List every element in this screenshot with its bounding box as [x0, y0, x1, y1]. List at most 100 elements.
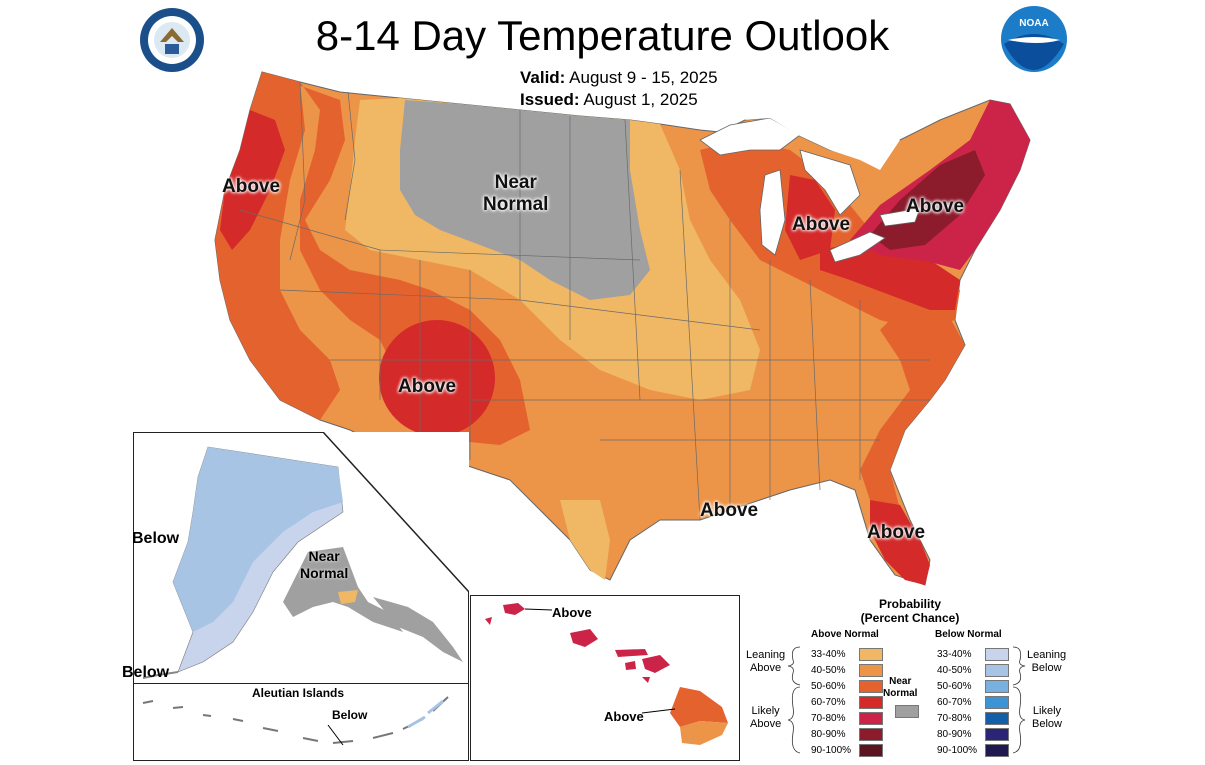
legend-likely-below-line1: Likely: [1032, 705, 1062, 717]
aleutian-title: Aleutian Islands: [252, 686, 345, 700]
lake-huron: [799, 149, 861, 216]
legend-below-bin-label: 90-100%: [937, 744, 978, 756]
legend-bracket-above: [787, 646, 801, 754]
legend-above-bin-row: 33-40%: [811, 646, 883, 662]
label-near-normal-line2: Normal: [483, 194, 549, 215]
legend-above-bin-label: 80-90%: [811, 728, 846, 740]
legend-below-bin-label: 80-90%: [937, 728, 972, 740]
legend-title-line2: (Percent Chance): [860, 611, 960, 625]
noaa-logo-icon: NOAA: [1001, 6, 1067, 72]
legend-above-bin-label: 70-80%: [811, 712, 846, 724]
legend-likely-above-line2: Above: [750, 718, 782, 730]
legend-above-bin-swatch: [859, 663, 883, 677]
legend-below-bin-swatch: [985, 663, 1009, 677]
legend-above-bin-row: 50-60%: [811, 678, 883, 694]
legend-below-bin-row: 40-50%: [937, 662, 1009, 678]
legend-above-bin-row: 80-90%: [811, 726, 883, 742]
valid-label: Valid:: [520, 68, 566, 87]
legend-likely-above-line1: Likely: [751, 705, 780, 717]
aleutian-label-below: Below: [332, 708, 368, 722]
northeast-80-90-region: [870, 150, 985, 250]
valid-value: August 9 - 15, 2025: [569, 68, 718, 87]
legend-below-bin-row: 60-70%: [937, 694, 1009, 710]
oahu: [570, 629, 598, 647]
texas-south-33-40-region: [560, 500, 610, 580]
hawaii-label-above-north: Above: [552, 605, 592, 620]
florida-60-70-region: [870, 500, 930, 585]
legend-below-bin-row: 50-60%: [937, 678, 1009, 694]
legend-below-bin-row: 33-40%: [937, 646, 1009, 662]
alaska-near-line2: Normal: [300, 565, 349, 581]
legend-below-bin-swatch: [985, 679, 1009, 693]
lake-erie: [829, 231, 886, 263]
legend-near-normal: Near Normal: [883, 676, 917, 700]
lake-ontario: [879, 207, 921, 227]
page-title: 8-14 Day Temperature Outlook: [315, 12, 890, 59]
legend-below-bin-swatch: [985, 727, 1009, 741]
kauai: [503, 603, 525, 615]
alaska-panhandle-region: [373, 597, 463, 662]
legend-above-bin-swatch: [859, 743, 883, 757]
issued-value: August 1, 2025: [583, 90, 698, 109]
legend-above-bin-label: 60-70%: [811, 696, 846, 708]
legend-above-bin-row: 70-80%: [811, 710, 883, 726]
legend-leaning-below: Leaning Below: [1027, 649, 1066, 675]
southwest-60-70-region: [379, 320, 495, 436]
maui: [642, 655, 670, 673]
label-above-southwest: Above: [398, 376, 457, 397]
big-island-50-60: [670, 687, 728, 727]
northeast-60-70-region: [820, 240, 960, 310]
legend-above-header: Above Normal: [811, 629, 879, 640]
lake-superior: [699, 117, 801, 156]
aleutian-map: [142, 696, 449, 746]
issued-row: Issued: August 1, 2025: [520, 90, 698, 110]
legend-above-bin-swatch: [859, 727, 883, 741]
legend-above-bin-row: 60-70%: [811, 694, 883, 710]
big-island-40-50: [680, 721, 728, 745]
legend-below-bin-swatch: [985, 647, 1009, 661]
legend-leaning-above-line1: Leaning: [746, 649, 786, 661]
lanai: [625, 661, 636, 670]
legend-near-normal-line1: Near: [889, 676, 912, 687]
southeast-50-60-region: [860, 300, 965, 510]
alaska-below-40-50-region: [173, 447, 343, 632]
legend-below-bins: 33-40% 40-50% 50-60% 60-70% 70-80% 80-90% 90-1…: [937, 646, 1009, 758]
valid-row: Valid: August 9 - 15, 2025: [520, 68, 718, 88]
legend-likely-below-line2: Below: [1032, 718, 1062, 730]
northwest-60-70-region: [220, 110, 285, 250]
legend-below-bin-row: 90-100%: [937, 742, 1009, 758]
legend-above-bins: 33-40% 40-50% 50-60% 60-70% 70-80% 80-90% 90-1…: [811, 646, 883, 758]
legend-leaning-above-line2: Above: [749, 662, 782, 674]
near-normal-region: [400, 100, 650, 300]
alaska-label-below-west: Below: [132, 530, 180, 547]
noaa-logo-text: NOAA: [1019, 18, 1048, 29]
alaska-near-normal-region: [283, 547, 403, 632]
niihau: [485, 617, 492, 625]
legend-likely-below: Likely Below: [1032, 705, 1062, 731]
legend-below-header: Below Normal: [935, 629, 1002, 640]
lake-michigan: [759, 169, 786, 256]
legend-leaning-below-line2: Below: [1031, 662, 1062, 674]
legend-near-normal-swatch: [895, 705, 919, 718]
legend-below-bin-label: 40-50%: [937, 664, 972, 676]
label-above-florida: Above: [867, 522, 926, 543]
legend-above-bin-swatch: [859, 679, 883, 693]
legend-above-bin-row: 40-50%: [811, 662, 883, 678]
label-above-great-lakes: Above: [792, 214, 851, 235]
alaska-above-region: [338, 590, 358, 604]
legend-title-line1: Probability: [878, 597, 941, 611]
alaska-label-below-south: Below: [122, 664, 170, 681]
legend-near-normal-line2: Normal: [883, 688, 918, 699]
legend-below-bin-swatch: [985, 711, 1009, 725]
label-above-gulf: Above: [700, 500, 759, 521]
alaska-label-near-normal: Near Normal: [300, 548, 348, 582]
legend-likely-above: Likely Above: [750, 705, 781, 731]
legend-below-bin-label: 60-70%: [937, 696, 972, 708]
legend-above-bin-swatch: [859, 711, 883, 725]
issued-label: Issued:: [520, 90, 580, 109]
legend-below-bin-label: 70-80%: [937, 712, 972, 724]
legend-above-bin-row: 90-100%: [811, 742, 883, 758]
alaska-near-line1: Near: [308, 548, 340, 564]
legend-below-bin-row: 70-80%: [937, 710, 1009, 726]
legend-below-bin-row: 80-90%: [937, 726, 1009, 742]
